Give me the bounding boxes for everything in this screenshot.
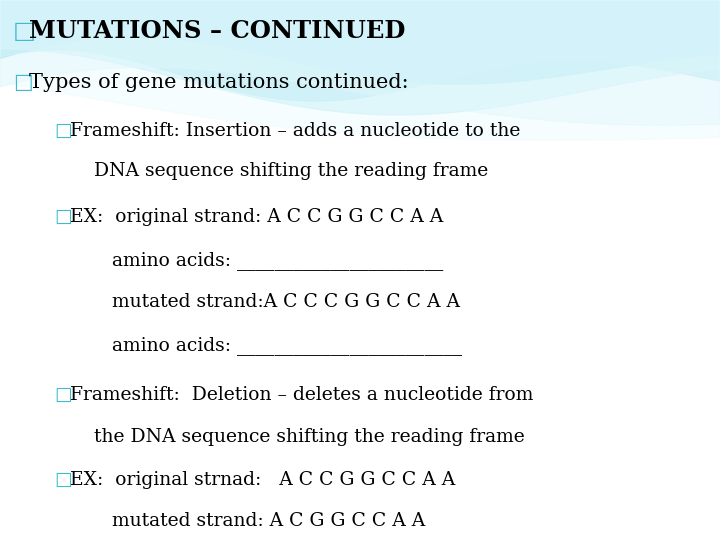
Text: EX:  original strnad:   A C C G G C C A A: EX: original strnad: A C C G G C C A A [70, 471, 455, 489]
Text: □: □ [13, 19, 36, 43]
Text: mutated strand:A C C C G G C C A A: mutated strand:A C C C G G C C A A [112, 293, 459, 310]
Text: MUTATIONS – CONTINUED: MUTATIONS – CONTINUED [29, 19, 405, 43]
Text: DNA sequence shifting the reading frame: DNA sequence shifting the reading frame [94, 162, 488, 180]
Text: amino acids: ______________________: amino acids: ______________________ [112, 251, 443, 270]
Text: Types of gene mutations continued:: Types of gene mutations continued: [29, 73, 408, 92]
Text: □: □ [54, 471, 72, 489]
Text: the DNA sequence shifting the reading frame: the DNA sequence shifting the reading fr… [94, 428, 524, 445]
Text: □: □ [54, 122, 72, 139]
Text: amino acids: ________________________: amino acids: ________________________ [112, 336, 462, 355]
Text: Frameshift:  Deletion – deletes a nucleotide from: Frameshift: Deletion – deletes a nucleot… [70, 386, 534, 404]
Text: mutated strand: A C G G C C A A: mutated strand: A C G G C C A A [112, 512, 425, 530]
Text: □: □ [13, 73, 32, 92]
Text: Frameshift: Insertion – adds a nucleotide to the: Frameshift: Insertion – adds a nucleotid… [70, 122, 521, 139]
Text: □: □ [54, 208, 72, 226]
Text: EX:  original strand: A C C G G C C A A: EX: original strand: A C C G G C C A A [70, 208, 443, 226]
Text: □: □ [54, 386, 72, 404]
